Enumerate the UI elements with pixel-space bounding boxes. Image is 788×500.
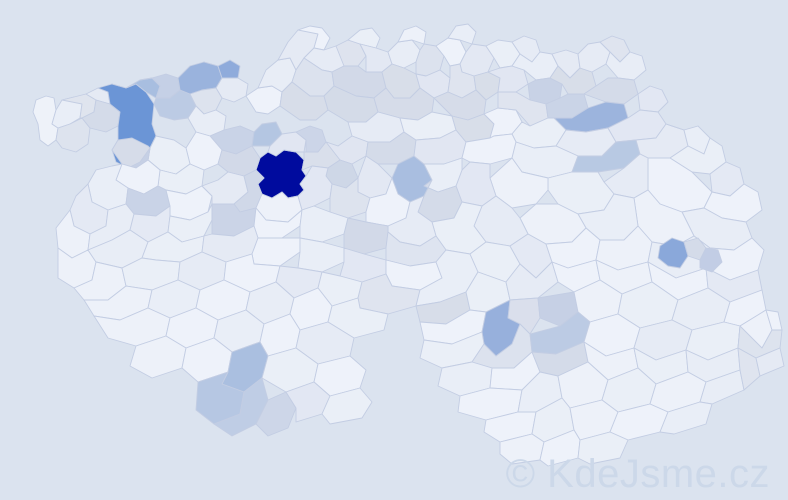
district[interactable] [398,26,426,44]
district[interactable] [298,26,330,50]
district[interactable] [298,238,344,272]
district[interactable] [448,24,476,44]
district[interactable] [214,378,268,436]
district[interactable] [700,370,744,404]
district[interactable] [322,388,372,424]
district-maximum[interactable] [256,150,306,198]
district[interactable] [756,348,784,376]
district[interactable] [204,60,240,78]
district[interactable] [738,348,760,390]
district[interactable] [660,402,712,434]
district-layer [33,24,784,466]
district[interactable] [56,118,90,152]
district[interactable] [578,432,628,464]
district[interactable] [658,238,688,268]
district[interactable] [700,248,722,272]
district[interactable] [606,52,646,80]
